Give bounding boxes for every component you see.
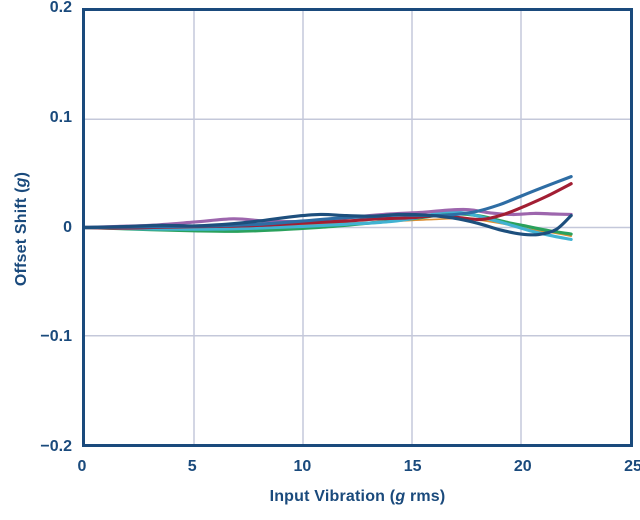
y-tick-label: 0.2 — [49, 0, 72, 16]
x-tick-label: 10 — [293, 458, 312, 475]
y-tick-label: −0.2 — [40, 438, 72, 455]
y-tick-label: 0.1 — [49, 108, 72, 126]
y-axis-title-close: ) — [13, 171, 30, 178]
series-navy — [85, 212, 573, 237]
x-tick-label: 5 — [187, 458, 197, 475]
x-axis-title-text: Input Vibration ( — [269, 488, 396, 505]
x-tick-label: 20 — [513, 458, 532, 475]
y-tick-label: −0.1 — [40, 328, 72, 346]
y-axis-title-italic-g: g — [13, 177, 30, 188]
x-axis-title: Input Vibration (g rms) — [82, 488, 633, 506]
x-tick-label: 0 — [77, 458, 87, 475]
x-tick-label: 25 — [624, 458, 640, 475]
y-axis-title-text: Offset Shift ( — [13, 187, 30, 287]
x-axis-title-close: rms) — [405, 488, 446, 505]
chart-canvas — [85, 11, 630, 444]
plot-area — [82, 8, 633, 447]
x-tick-label: 15 — [403, 458, 422, 475]
x-axis-title-italic-g: g — [395, 488, 406, 505]
y-tick-label: 0 — [63, 218, 72, 236]
